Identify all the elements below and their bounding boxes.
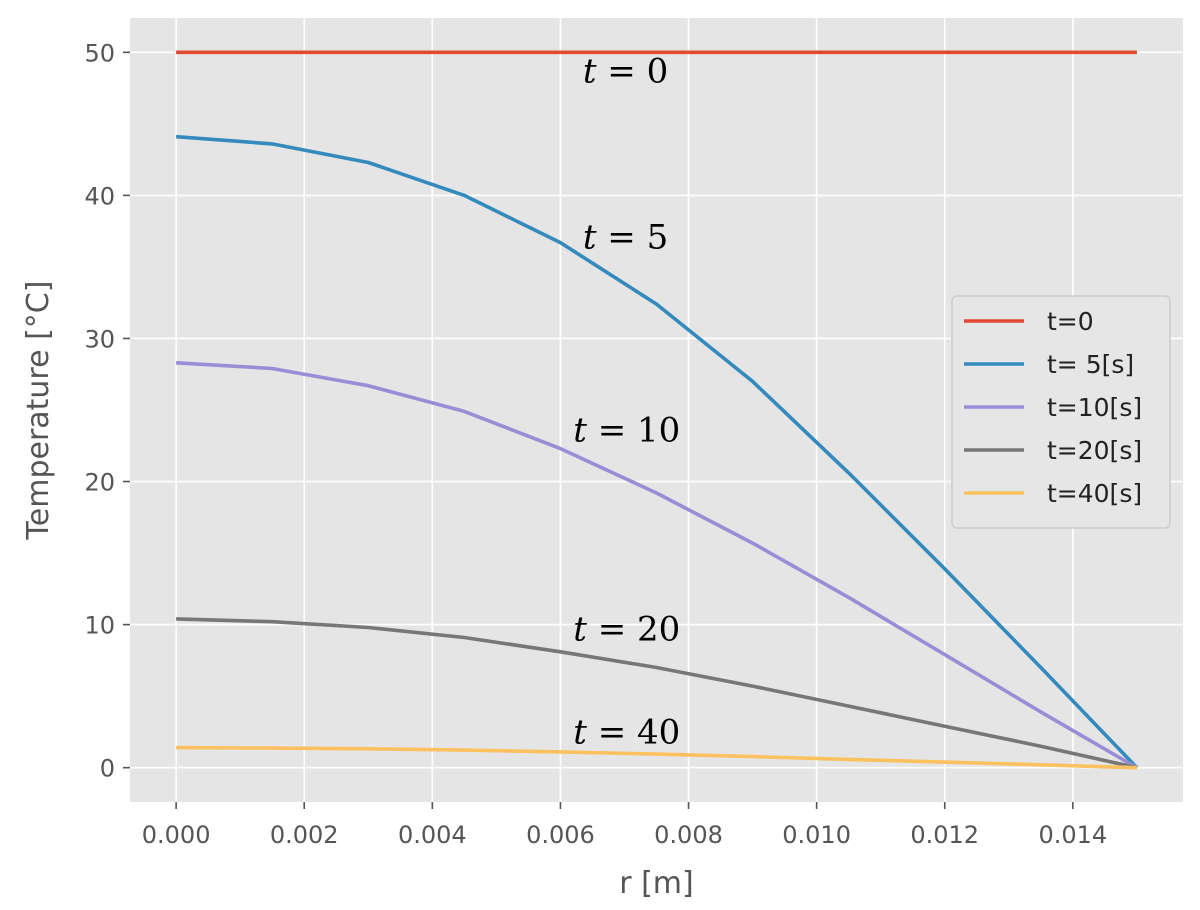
series-lines <box>175 50 1139 770</box>
legend-box <box>951 295 1171 529</box>
curve-annotation: t = 0 <box>583 51 668 91</box>
series-line-4 <box>176 745 1137 770</box>
legend-entry: t=40[s] <box>1047 479 1142 508</box>
legend-entry: t=10[s] <box>1047 393 1142 422</box>
tick-labels: 0.000 0.002 0.004 0.006 0.008 0.010 0.012 0.014… <box>84 39 1107 849</box>
annotation-value: = 10 <box>587 410 680 450</box>
annotation-value: = 0 <box>597 51 669 91</box>
x-tick-label: 0.000 <box>142 821 211 849</box>
curve-annotations: t = 0t = 5t = 10t = 20t = 40 <box>573 51 680 752</box>
curve-annotation: t = 5 <box>583 217 668 257</box>
curve-annotation: t = 10 <box>573 410 680 450</box>
series-line-3 <box>176 617 1138 770</box>
x-axis-label: r [m] <box>619 866 694 901</box>
annotation-value: = 40 <box>587 712 680 752</box>
annotation-variable: t <box>573 712 587 752</box>
x-tick-label: 0.002 <box>270 821 339 849</box>
legend-entry: t=0 <box>1047 307 1094 336</box>
x-tick-label: 0.012 <box>910 821 979 849</box>
x-tick-label: 0.004 <box>398 821 467 849</box>
series-line-1 <box>175 134 1139 769</box>
y-tick-label: 10 <box>84 612 115 640</box>
curve-annotation: t = 20 <box>573 609 680 649</box>
legend: t=0 t= 5[s] t=10[s] t=20[s] t=40[s] <box>951 295 1171 529</box>
y-tick-label: 20 <box>84 469 115 497</box>
legend-entry: t= 5[s] <box>1047 350 1134 379</box>
series-line-2 <box>175 361 1138 770</box>
annotation-variable: t <box>573 609 587 649</box>
y-axis-label: Temperature [°C] <box>21 281 56 541</box>
x-tick-label: 0.008 <box>654 821 723 849</box>
legend-entry: t=20[s] <box>1047 436 1142 465</box>
x-tick-label: 0.010 <box>782 821 851 849</box>
annotation-variable: t <box>583 217 597 257</box>
y-tick-label: 50 <box>84 39 115 67</box>
curve-annotation: t = 40 <box>573 712 680 752</box>
y-tick-label: 40 <box>84 182 115 210</box>
annotation-value: = 20 <box>587 609 680 649</box>
y-tick-label: 30 <box>84 325 115 353</box>
y-tick-label: 0 <box>100 755 115 783</box>
x-tick-label: 0.006 <box>526 821 595 849</box>
annotation-variable: t <box>583 51 597 91</box>
annotation-variable: t <box>573 410 587 450</box>
annotation-value: = 5 <box>597 217 669 257</box>
x-tick-label: 0.014 <box>1038 821 1107 849</box>
